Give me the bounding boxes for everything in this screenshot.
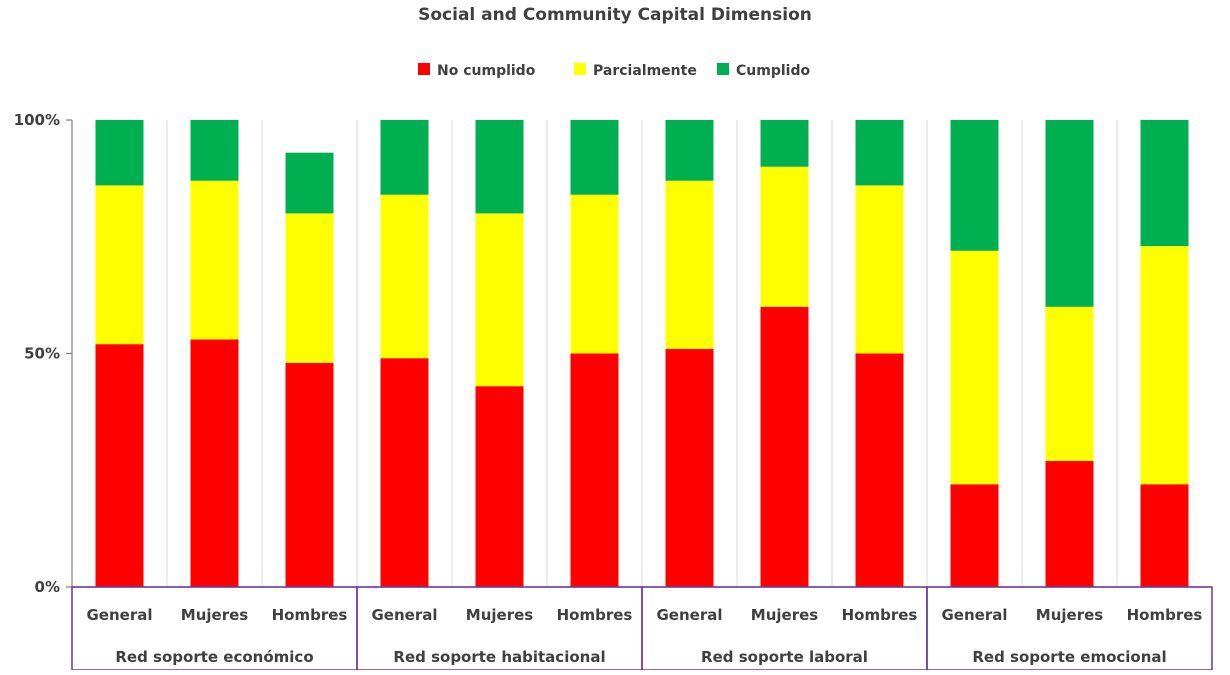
legend-label-cumplido: Cumplido [736, 63, 810, 79]
group-label-red-soporte-habitacional: Red soporte habitacional [393, 648, 605, 666]
bar-red-soporte-habitacional-mujeres-parcialmente [475, 213, 524, 387]
bar-red-soporte-economico-mujeres-parcialmente [190, 180, 239, 340]
bar-red-soporte-emocional-general-no-cumplido [950, 484, 999, 587]
x-label-hombres: Hombres [1127, 606, 1203, 624]
chart-title: Social and Community Capital Dimension [418, 5, 812, 25]
x-label-mujeres: Mujeres [181, 606, 248, 624]
legend-label-parcialmente: Parcialmente [593, 63, 697, 79]
bar-red-soporte-laboral-mujeres-parcialmente [760, 166, 809, 307]
bar-red-soporte-habitacional-general-cumplido [380, 120, 429, 195]
x-label-hombres: Hombres [272, 606, 348, 624]
legend-label-no-cumplido: No cumplido [437, 63, 536, 79]
y-tick-label: 50% [24, 345, 60, 363]
group-label-red-soporte-emocional: Red soporte emocional [972, 648, 1166, 666]
bar-red-soporte-laboral-general-cumplido [665, 120, 714, 181]
legend: No cumplido Parcialmente Cumplido [418, 63, 810, 79]
bar-red-soporte-emocional-mujeres-parcialmente [1045, 306, 1094, 461]
x-label-general: General [657, 606, 723, 624]
bar-red-soporte-habitacional-hombres-parcialmente [570, 194, 619, 354]
bar-red-soporte-habitacional-hombres-no-cumplido [570, 353, 619, 587]
x-axis-labels: General Mujeres Hombres Red soporte económi… [71, 586, 1213, 671]
bar-red-soporte-economico-mujeres-no-cumplido [190, 339, 239, 587]
x-label-mujeres: Mujeres [751, 606, 818, 624]
x-label-general: General [372, 606, 438, 624]
bar-red-soporte-laboral-hombres-no-cumplido [855, 353, 904, 587]
x-label-hombres: Hombres [842, 606, 918, 624]
x-label-mujeres: Mujeres [1036, 606, 1103, 624]
bar-red-soporte-laboral-hombres-parcialmente [855, 185, 904, 354]
bar-red-soporte-emocional-hombres-no-cumplido [1140, 484, 1189, 587]
legend-swatch-parcialmente [574, 63, 586, 75]
bar-red-soporte-economico-hombres-parcialmente [285, 213, 334, 363]
y-axis-ticks: 0% 50% 100% [14, 111, 72, 596]
bar-red-soporte-emocional-mujeres-no-cumplido [1045, 460, 1094, 587]
bar-red-soporte-economico-general-no-cumplido [95, 344, 144, 587]
bar-red-soporte-economico-general-parcialmente [95, 185, 144, 345]
bar-red-soporte-laboral-hombres-cumplido [855, 120, 904, 186]
bar-red-soporte-laboral-mujeres-cumplido [760, 120, 809, 167]
bar-red-soporte-emocional-general-parcialmente [950, 250, 999, 485]
x-label-general: General [87, 606, 153, 624]
bar-red-soporte-habitacional-mujeres-no-cumplido [475, 386, 524, 587]
bar-red-soporte-habitacional-general-no-cumplido [380, 358, 429, 587]
y-tick-label: 100% [14, 111, 60, 129]
bar-red-soporte-laboral-general-parcialmente [665, 180, 714, 349]
bar-red-soporte-habitacional-general-parcialmente [380, 194, 429, 359]
bar-red-soporte-laboral-general-no-cumplido [665, 348, 714, 587]
group-label-red-soporte-economico: Red soporte económico [115, 648, 313, 666]
bar-red-soporte-emocional-hombres-cumplido [1140, 120, 1189, 247]
bar-red-soporte-economico-mujeres-cumplido [190, 120, 239, 181]
bar-red-soporte-emocional-hombres-parcialmente [1140, 246, 1189, 485]
bar-red-soporte-economico-general-cumplido [95, 120, 144, 186]
bars [95, 120, 1189, 587]
x-label-hombres: Hombres [557, 606, 633, 624]
legend-swatch-no-cumplido [418, 63, 430, 75]
x-label-mujeres: Mujeres [466, 606, 533, 624]
bar-red-soporte-laboral-mujeres-no-cumplido [760, 306, 809, 587]
bar-red-soporte-emocional-general-cumplido [950, 120, 999, 251]
x-label-general: General [942, 606, 1008, 624]
legend-swatch-cumplido [717, 63, 729, 75]
bar-red-soporte-emocional-mujeres-cumplido [1045, 120, 1094, 307]
group-label-red-soporte-laboral: Red soporte laboral [701, 648, 868, 666]
bar-red-soporte-habitacional-mujeres-cumplido [475, 120, 524, 214]
y-tick-label: 0% [35, 578, 60, 596]
bar-red-soporte-economico-hombres-no-cumplido [285, 362, 334, 587]
bar-red-soporte-economico-hombres-cumplido [285, 152, 334, 214]
gridlines [166, 120, 1118, 587]
bar-red-soporte-habitacional-hombres-cumplido [570, 120, 619, 195]
